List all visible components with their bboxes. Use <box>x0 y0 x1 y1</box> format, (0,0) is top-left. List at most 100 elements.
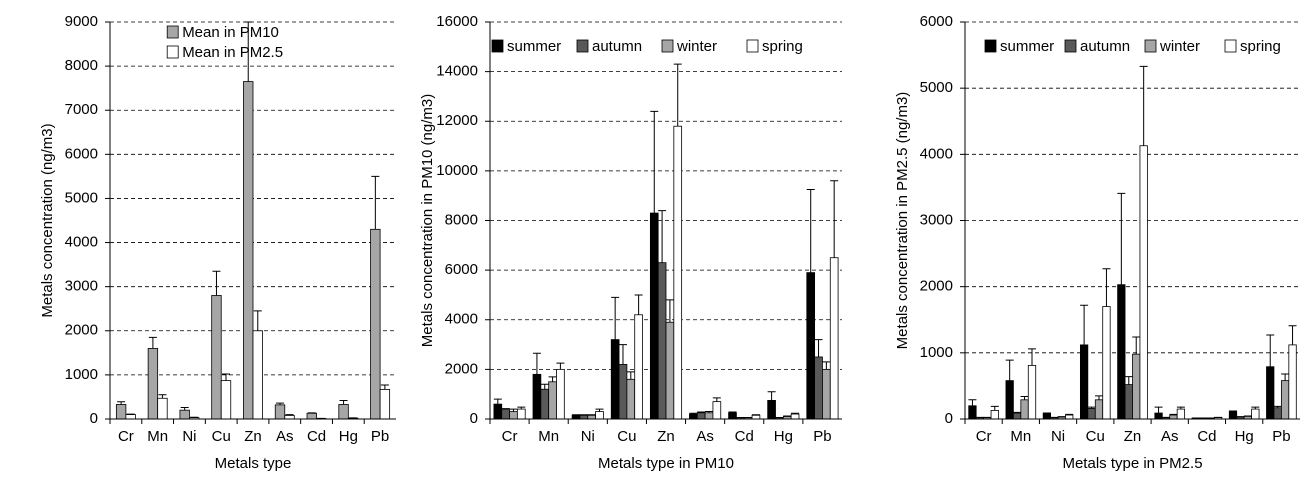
error-bar <box>712 397 721 402</box>
y-tick-label: 6000 <box>65 145 98 162</box>
x-tick-label: Ni <box>581 428 595 445</box>
error-bar <box>1095 395 1103 400</box>
bar <box>1169 414 1178 420</box>
bar <box>704 412 714 420</box>
error-bar <box>1169 413 1178 416</box>
bar <box>1139 145 1148 420</box>
error-bar <box>830 180 839 258</box>
bar <box>1288 344 1297 420</box>
bar <box>665 321 675 420</box>
bar <box>501 408 510 420</box>
bar <box>509 411 518 420</box>
bar <box>1273 407 1282 420</box>
bar <box>306 412 317 420</box>
error-bar <box>767 391 776 401</box>
y-tick-label: 0 <box>90 410 98 427</box>
y-tick-label: 1000 <box>920 344 953 361</box>
legend-swatch <box>1144 39 1157 53</box>
error-bar <box>117 401 126 405</box>
bar <box>626 378 636 420</box>
error-bar <box>822 361 831 370</box>
x-tick-label: Mn <box>147 428 168 445</box>
error-bar <box>1288 325 1297 345</box>
legend-label: spring <box>762 38 803 55</box>
bar <box>220 380 232 420</box>
x-tick-label: Pb <box>813 428 831 445</box>
error-bar <box>493 398 502 405</box>
error-bar <box>212 270 221 296</box>
legend-swatch <box>166 45 179 59</box>
y-axis-label: Metals concentration in PM2.5 (ng/m3) <box>894 92 911 350</box>
error-bar <box>1117 192 1126 285</box>
bar <box>990 409 999 420</box>
x-axis-label: Metals type in PM10 <box>598 455 734 472</box>
y-tick-label: 9000 <box>65 13 98 30</box>
y-tick-label: 4000 <box>445 311 478 328</box>
bar <box>618 364 628 420</box>
error-bar <box>697 411 706 413</box>
y-tick-label: 12000 <box>436 112 478 129</box>
error-bar <box>665 299 674 323</box>
error-bar <box>1065 413 1074 416</box>
y-tick-label: 2000 <box>65 322 98 339</box>
y-tick-label: 8000 <box>445 211 478 228</box>
bar <box>1280 380 1290 420</box>
bar <box>157 397 168 420</box>
bar <box>1065 414 1074 420</box>
x-tick-label: Cr <box>976 428 992 445</box>
x-tick-label: As <box>696 428 714 445</box>
x-tick-label: As <box>1161 428 1179 445</box>
bar <box>1087 408 1096 420</box>
error-bar <box>180 407 189 411</box>
x-tick-label: Cr <box>502 428 518 445</box>
x-tick-label: Cu <box>1086 428 1105 445</box>
bar <box>532 373 542 420</box>
bar <box>1154 412 1163 420</box>
bar <box>968 405 977 420</box>
bar <box>767 399 776 420</box>
bar <box>1079 344 1089 420</box>
error-bar <box>1013 411 1022 414</box>
bar <box>1094 399 1104 420</box>
bar <box>634 314 643 420</box>
error-bar <box>158 394 167 399</box>
y-tick-label: 5000 <box>65 189 98 206</box>
error-bar <box>1028 348 1036 366</box>
x-tick-label: Pb <box>371 428 389 445</box>
error-bar <box>148 336 157 349</box>
error-bar <box>1020 396 1029 400</box>
y-tick-label: 4000 <box>920 145 953 162</box>
error-bar <box>548 376 557 382</box>
bar <box>556 368 565 420</box>
error-bar <box>968 399 977 406</box>
bar <box>1266 366 1275 420</box>
legend-label: winter <box>1159 38 1200 55</box>
bar <box>243 81 254 420</box>
bar <box>284 415 295 420</box>
legend-label: autumn <box>1080 38 1130 55</box>
bar <box>806 272 816 420</box>
bar <box>790 413 800 420</box>
x-tick-label: Cr <box>118 428 134 445</box>
bar <box>125 414 136 420</box>
legend-swatch <box>166 25 179 39</box>
bar <box>587 414 596 420</box>
error-bar <box>276 402 285 405</box>
y-tick-label: 7000 <box>65 101 98 118</box>
error-bar <box>1102 268 1111 307</box>
bar <box>822 368 831 420</box>
bar <box>1027 365 1037 420</box>
bar <box>252 330 263 420</box>
error-bar <box>1132 336 1141 355</box>
bar <box>649 212 659 420</box>
bar <box>814 356 823 420</box>
y-tick-label: 1000 <box>65 366 98 383</box>
y-tick-label: 8000 <box>65 57 98 74</box>
bar <box>211 295 222 420</box>
bar <box>1251 408 1260 420</box>
error-bar <box>806 188 815 273</box>
x-tick-label: Hg <box>774 428 793 445</box>
error-bar <box>1229 410 1237 412</box>
bar <box>1176 408 1186 420</box>
x-tick-label: Hg <box>339 428 358 445</box>
